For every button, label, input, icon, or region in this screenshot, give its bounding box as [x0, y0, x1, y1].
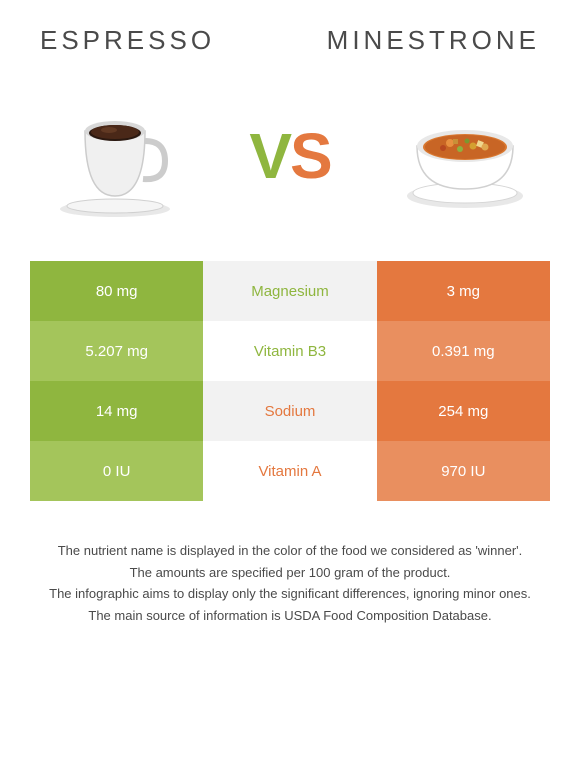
right-value: 0.391 mg — [377, 321, 550, 381]
footer-line-3: The infographic aims to display only the… — [35, 584, 545, 604]
left-value: 80 mg — [30, 261, 203, 321]
vs-s: S — [290, 120, 331, 192]
table-row: 80 mgMagnesium3 mg — [30, 261, 550, 321]
right-value: 970 IU — [377, 441, 550, 501]
table-row: 5.207 mgVitamin B30.391 mg — [30, 321, 550, 381]
footer-notes: The nutrient name is displayed in the co… — [30, 541, 550, 625]
left-value: 14 mg — [30, 381, 203, 441]
vs-label: VS — [249, 119, 330, 193]
nutrient-label: Vitamin A — [203, 441, 376, 501]
vs-v: V — [249, 120, 290, 192]
nutrient-label: Vitamin B3 — [203, 321, 376, 381]
table-row: 0 IUVitamin A970 IU — [30, 441, 550, 501]
title-right: Minestrone — [327, 25, 540, 56]
left-value: 0 IU — [30, 441, 203, 501]
right-value: 3 mg — [377, 261, 550, 321]
espresso-image — [40, 86, 190, 226]
footer-line-2: The amounts are specified per 100 gram o… — [35, 563, 545, 583]
nutrient-table: 80 mgMagnesium3 mg5.207 mgVitamin B30.39… — [30, 261, 550, 501]
left-value: 5.207 mg — [30, 321, 203, 381]
table-row: 14 mgSodium254 mg — [30, 381, 550, 441]
image-row: VS — [30, 86, 550, 226]
minestrone-icon — [395, 91, 535, 221]
right-value: 254 mg — [377, 381, 550, 441]
nutrient-label: Sodium — [203, 381, 376, 441]
title-left: Espresso — [40, 25, 215, 56]
minestrone-image — [390, 86, 540, 226]
footer-line-4: The main source of information is USDA F… — [35, 606, 545, 626]
footer-line-1: The nutrient name is displayed in the co… — [35, 541, 545, 561]
espresso-icon — [45, 91, 185, 221]
nutrient-label: Magnesium — [203, 261, 376, 321]
header-row: Espresso Minestrone — [30, 25, 550, 56]
